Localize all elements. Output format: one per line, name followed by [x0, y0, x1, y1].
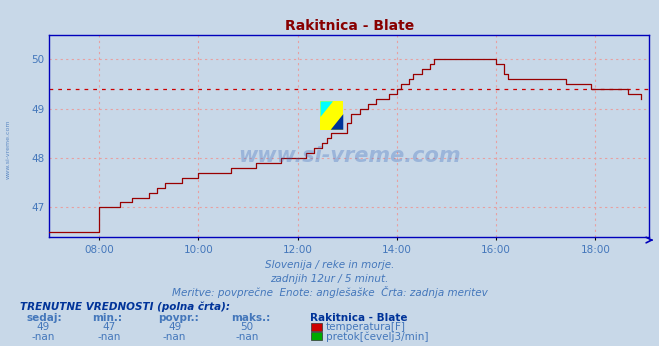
Text: povpr.:: povpr.:	[158, 313, 199, 323]
Polygon shape	[331, 114, 343, 130]
Text: min.:: min.:	[92, 313, 123, 323]
Text: -nan: -nan	[31, 332, 55, 342]
Text: -nan: -nan	[163, 332, 186, 342]
Text: 47: 47	[102, 322, 115, 333]
Text: 50: 50	[241, 322, 254, 333]
Text: zadnjih 12ur / 5 minut.: zadnjih 12ur / 5 minut.	[270, 274, 389, 284]
Text: -nan: -nan	[235, 332, 259, 342]
Text: 49: 49	[36, 322, 49, 333]
Text: -nan: -nan	[97, 332, 121, 342]
Text: Meritve: povprečne  Enote: anglešaške  Črta: zadnja meritev: Meritve: povprečne Enote: anglešaške Črt…	[171, 286, 488, 298]
Text: Slovenija / reke in morje.: Slovenija / reke in morje.	[265, 260, 394, 270]
Text: TRENUTNE VREDNOSTI (polna črta):: TRENUTNE VREDNOSTI (polna črta):	[20, 301, 230, 312]
Title: Rakitnica - Blate: Rakitnica - Blate	[285, 19, 414, 34]
Text: www.si-vreme.com: www.si-vreme.com	[238, 146, 461, 166]
Bar	[320, 101, 343, 130]
Text: pretok[čevelj3/min]: pretok[čevelj3/min]	[326, 331, 428, 342]
Text: sedaj:: sedaj:	[26, 313, 62, 323]
Text: www.si-vreme.com: www.si-vreme.com	[5, 119, 11, 179]
Text: temperatura[F]: temperatura[F]	[326, 322, 405, 333]
Text: maks.:: maks.:	[231, 313, 270, 323]
Text: Rakitnica - Blate: Rakitnica - Blate	[310, 313, 407, 323]
Polygon shape	[320, 101, 333, 117]
Text: 49: 49	[168, 322, 181, 333]
